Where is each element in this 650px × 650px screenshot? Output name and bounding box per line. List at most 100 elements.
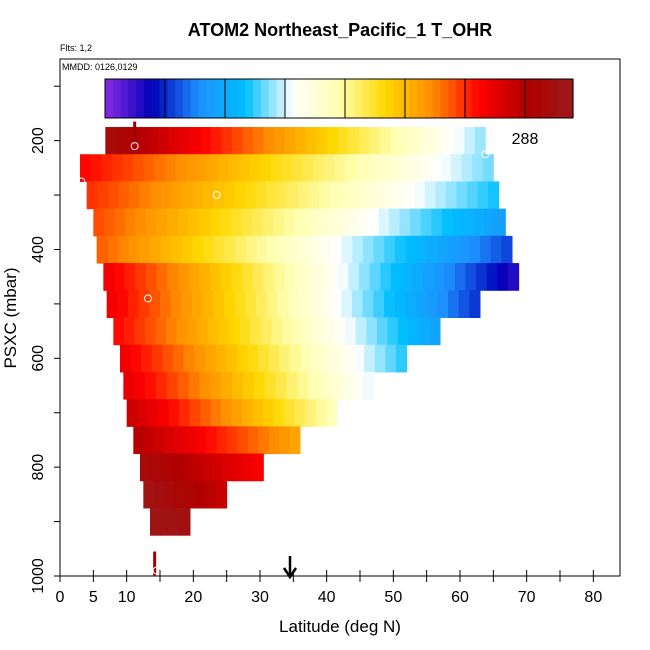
heatmap-cell	[326, 263, 339, 291]
colorbar-segment	[245, 79, 254, 118]
heatmap-cell	[408, 154, 420, 182]
heatmap-cell	[93, 208, 105, 237]
heatmap-cell	[137, 127, 149, 155]
heatmap-cell	[156, 208, 168, 237]
heatmap-cell	[228, 154, 240, 182]
heatmap-cell	[158, 127, 170, 155]
colorbar-segment	[183, 79, 192, 118]
heatmap-cell	[378, 208, 390, 237]
heatmap-cell	[266, 290, 278, 318]
heatmap-cell	[213, 290, 225, 318]
heatmap-cell	[289, 426, 301, 455]
heatmap-cell	[292, 317, 304, 346]
heatmap-cell	[215, 344, 227, 373]
heatmap-cell	[353, 344, 365, 373]
heatmap-cell	[284, 263, 296, 291]
heatmap-cell	[336, 208, 348, 237]
heatmap-cell	[132, 154, 145, 182]
heatmap-cell	[153, 480, 165, 509]
colorbar-segment	[432, 79, 441, 118]
colorbar-segment	[331, 79, 340, 118]
heatmap-cell	[393, 181, 405, 210]
heatmap-cell	[189, 127, 201, 155]
heatmap-cell	[220, 208, 232, 237]
heatmap-cell	[473, 208, 485, 237]
colorbar-segment	[417, 79, 426, 118]
heatmap-cell	[494, 208, 506, 237]
heatmap-cell	[379, 127, 391, 155]
heatmap-cell	[175, 426, 186, 455]
heatmap-cell	[324, 317, 336, 346]
heatmap-cell	[143, 154, 155, 182]
heatmap-cell	[221, 399, 233, 427]
heatmap-cell	[373, 290, 385, 318]
heatmap-cell	[445, 181, 457, 210]
heatmap-cell	[235, 235, 247, 264]
heatmap-cell	[256, 235, 268, 264]
colorbar-segment	[463, 79, 473, 118]
heatmap-cell	[247, 344, 259, 373]
heatmap-cell	[283, 208, 295, 237]
heatmap-cell	[260, 317, 272, 346]
heatmap-cell	[179, 127, 191, 155]
heatmap-cell	[156, 263, 168, 291]
heatmap-cell	[143, 426, 155, 455]
heatmap-cell	[348, 127, 360, 155]
heatmap-cell	[424, 181, 436, 210]
heatmap-cell	[276, 181, 288, 210]
heatmap-cell	[137, 399, 149, 427]
heatmap-cell	[448, 290, 460, 318]
heatmap-cell	[208, 317, 220, 346]
heatmap-cell	[340, 181, 352, 210]
heatmap-cell	[350, 181, 362, 210]
sample-marker	[144, 294, 152, 303]
heatmap-cell	[297, 371, 309, 400]
heatmap-cell	[128, 181, 140, 210]
heatmap-cell	[180, 507, 191, 536]
heatmap-cell	[103, 263, 115, 291]
heatmap-cell	[221, 371, 233, 400]
heatmap-cell	[221, 127, 233, 155]
heatmap-cell	[396, 344, 408, 373]
colorbar-segment	[448, 79, 457, 118]
heatmap-cell	[111, 154, 123, 182]
heatmap-cell	[346, 208, 358, 237]
heatmap-cell	[181, 453, 192, 482]
heatmap-cell	[369, 127, 381, 155]
heatmap-cell	[380, 263, 392, 291]
heatmap-cell	[258, 426, 270, 455]
heatmap-cell	[299, 235, 311, 264]
heatmap-cell	[80, 154, 92, 182]
heatmap-cell	[334, 317, 346, 346]
colorbar-frame	[104, 78, 574, 119]
heatmap-cell	[123, 317, 135, 346]
heatmap-cell	[437, 235, 449, 264]
heatmap-cell	[279, 344, 291, 373]
heatmap-cell	[316, 263, 328, 291]
colorbar-segment	[159, 79, 168, 118]
heatmap-cell	[122, 154, 134, 182]
colorbar-segment	[214, 79, 223, 118]
heatmap-cell	[385, 344, 397, 373]
heatmap-cell	[271, 317, 283, 346]
heatmap-cells	[80, 121, 520, 576]
heatmap-cell	[268, 426, 280, 455]
heatmap-cell	[217, 154, 229, 182]
heatmap-cell	[411, 127, 423, 155]
heatmap-cell	[320, 290, 332, 318]
heatmap-cell	[362, 290, 374, 318]
heatmap-cell	[300, 344, 312, 373]
y-tick-label: 1000	[30, 558, 47, 594]
heatmap-cell	[275, 371, 287, 400]
heatmap-cell	[295, 127, 307, 155]
heatmap-cell	[313, 154, 325, 182]
heatmap-cell	[474, 127, 486, 155]
heatmap-cell	[400, 127, 412, 155]
heatmap-cell	[454, 263, 466, 291]
heatmap-cell	[145, 371, 157, 400]
heatmap-cell	[366, 154, 378, 182]
heatmap-cell	[319, 181, 331, 210]
heatmap-cell	[263, 399, 275, 427]
heatmap-cell	[291, 154, 304, 182]
heatmap-cell	[224, 290, 236, 318]
